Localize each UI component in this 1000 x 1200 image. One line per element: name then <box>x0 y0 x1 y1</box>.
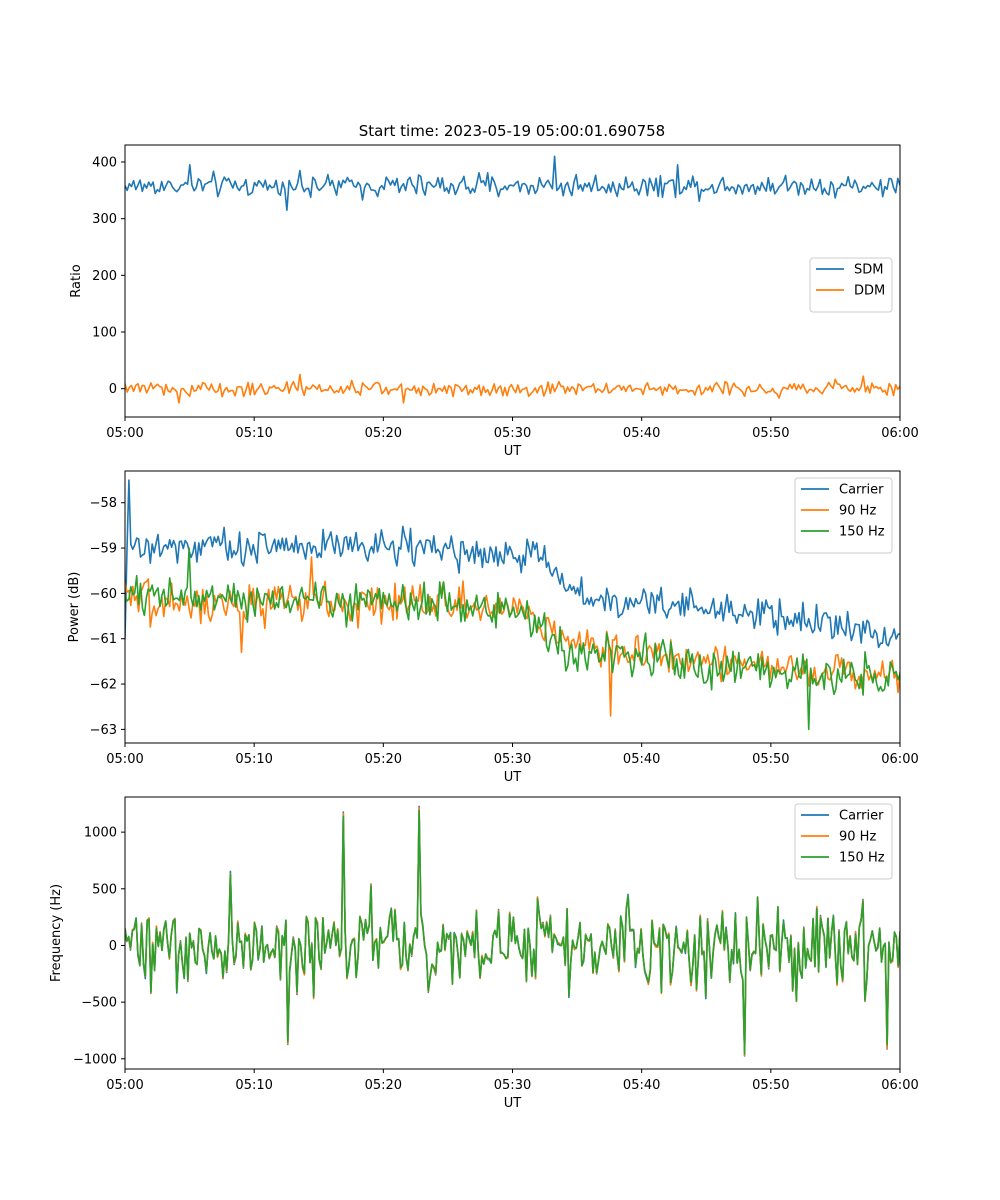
x-axis-label: UT <box>504 444 522 459</box>
x-tick-label: 05:40 <box>623 426 660 441</box>
legend: SDM DDM <box>809 257 893 313</box>
series-group <box>125 479 900 731</box>
y-tick-label: −63 <box>90 723 117 738</box>
x-tick-label: 05:50 <box>752 1078 789 1093</box>
legend-box <box>794 803 893 880</box>
chart-panel-3: 05:00 05:10 05:20 05:30 05:40 05:50 06:00 UT 100… <box>49 796 919 1111</box>
x-tick-label: 05:40 <box>623 1078 660 1093</box>
x-tick-label: 06:00 <box>881 1078 918 1093</box>
y-tick-label: 500 <box>92 882 117 897</box>
y-tick-label: −61 <box>90 632 117 647</box>
series-line-sdm <box>125 155 900 211</box>
legend-label: Carrier <box>839 809 884 824</box>
y-tick-label: 1000 <box>84 826 117 841</box>
x-tick-label: 05:00 <box>106 426 143 441</box>
chart-panel-2: 05:00 05:10 05:20 05:30 05:40 05:50 06:00 UT −58… <box>67 470 919 785</box>
series-group <box>125 155 900 404</box>
legend-label: 150 Hz <box>839 525 885 540</box>
y-tick-label: 0 <box>109 939 117 954</box>
x-tick-label: 05:10 <box>235 426 272 441</box>
y-tick-label: 300 <box>92 212 117 227</box>
legend-box <box>794 477 893 554</box>
chart-panel-1: 05:00 05:10 05:20 05:30 05:40 05:50 06:00 UT 0 10… <box>69 144 919 459</box>
y-tick-label: −500 <box>81 996 117 1011</box>
x-axis-label: UT <box>504 1096 522 1111</box>
x-tick-label: 05:40 <box>623 752 660 767</box>
x-tick-label: 05:00 <box>106 1078 143 1093</box>
x-tick-label: 05:50 <box>752 752 789 767</box>
series-line-150-hz <box>125 809 900 1055</box>
legend-label: SDM <box>854 263 883 278</box>
x-tick-label: 05:00 <box>106 752 143 767</box>
y-tick-label: 0 <box>109 382 117 397</box>
y-tick-label: −62 <box>90 678 117 693</box>
y-tick-label: −60 <box>90 587 117 602</box>
y-tick-label: −1000 <box>73 1052 117 1067</box>
x-tick-label: 06:00 <box>881 426 918 441</box>
x-tick-label: 06:00 <box>881 752 918 767</box>
y-axis-label: Ratio <box>69 264 84 297</box>
legend: Carrier 90 Hz 150 Hz <box>794 803 893 880</box>
x-tick-label: 05:30 <box>494 1078 531 1093</box>
x-axis-label: UT <box>504 770 522 785</box>
y-tick-label: 100 <box>92 326 117 341</box>
x-tick-label: 05:10 <box>235 752 272 767</box>
legend-label: Carrier <box>839 483 884 498</box>
x-tick-label: 05:50 <box>752 426 789 441</box>
x-tick-label: 05:30 <box>494 426 531 441</box>
y-axis-label: Power (dB) <box>67 572 82 643</box>
legend-label: 150 Hz <box>839 851 885 866</box>
series-line-90-hz <box>125 556 900 717</box>
x-tick-label: 05:20 <box>365 1078 402 1093</box>
legend-label: 90 Hz <box>839 504 876 519</box>
x-tick-label: 05:30 <box>494 752 531 767</box>
y-tick-label: 200 <box>92 269 117 284</box>
figure-title: Start time: 2023-05-19 05:00:01.690758 <box>359 122 665 140</box>
x-tick-label: 05:10 <box>235 1078 272 1093</box>
y-tick-label: −59 <box>90 542 117 557</box>
series-line-carrier <box>125 479 900 649</box>
y-tick-label: −58 <box>90 496 117 511</box>
series-group <box>125 805 900 1057</box>
x-tick-label: 05:20 <box>365 426 402 441</box>
series-line-ddm <box>125 373 900 404</box>
legend: Carrier 90 Hz 150 Hz <box>794 477 893 554</box>
legend-label: 90 Hz <box>839 830 876 845</box>
x-tick-label: 05:20 <box>365 752 402 767</box>
y-tick-label: 400 <box>92 156 117 171</box>
legend-label: DDM <box>854 284 885 299</box>
y-axis-label: Frequency (Hz) <box>49 884 64 982</box>
legend-box <box>809 257 893 313</box>
panels: 05:00 05:10 05:20 05:30 05:40 05:50 06:00 UT 0 10… <box>49 144 919 1111</box>
series-line-150-hz <box>125 547 900 731</box>
